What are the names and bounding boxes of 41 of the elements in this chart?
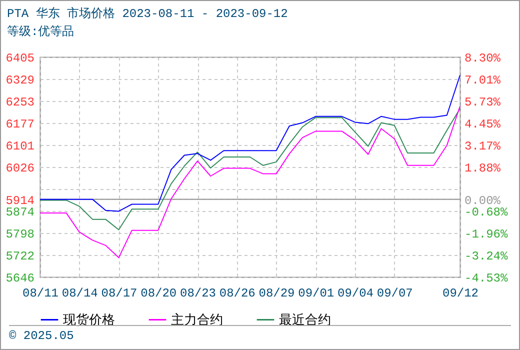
y2-tick-label: 1.88%: [464, 162, 502, 176]
x-tick-label: 09/12: [442, 286, 479, 300]
y-tick-label: 6101: [6, 140, 34, 154]
x-tick-label: 08/14: [62, 286, 98, 300]
y-tick-label: 5914: [6, 194, 34, 208]
chart-subtitle: 等级:优等品: [7, 24, 76, 41]
y-tick-label: 6253: [6, 96, 34, 110]
x-tick-label: 08/26: [219, 286, 256, 300]
x-tick-label: 08/11: [22, 286, 59, 300]
y-tick-label: 6405: [6, 52, 34, 66]
y2-tick-label: 8.30%: [464, 52, 502, 66]
y2-tick-label: 0.00%: [464, 194, 502, 208]
y-tick-label: 6177: [6, 118, 34, 132]
x-tick-label: 09/04: [337, 286, 374, 300]
chart-title: PTA 华东 市场价格 2023-08-11 - 2023-09-12: [7, 6, 288, 23]
y2-tick-label: -3.24%: [464, 249, 509, 264]
y-tick-label: 5722: [6, 249, 34, 264]
y-tick-label: 5646: [6, 272, 34, 286]
line-series: [40, 108, 460, 230]
y2-tick-label: 3.17%: [464, 139, 502, 154]
y2-tick-label: -4.53%: [464, 272, 509, 286]
y2-tick-label: 7.01%: [464, 74, 502, 88]
legend-label: 最近合约: [279, 312, 331, 328]
y2-tick-label: 5.73%: [464, 96, 502, 110]
x-tick-label: 08/17: [101, 286, 138, 300]
legend-label: 主力合约: [171, 312, 223, 328]
y-tick-label: 5798: [6, 227, 34, 242]
x-tick-label: 09/01: [298, 286, 334, 300]
x-tick-label: 08/23: [180, 286, 216, 300]
y2-tick-label: -0.68%: [464, 205, 509, 220]
x-tick-label: 09/07: [376, 286, 413, 300]
line-series: [40, 106, 460, 258]
y-tick-label: 5874: [6, 205, 34, 220]
text: © 2025.05: [9, 329, 74, 343]
y2-tick-label: 4.45%: [464, 118, 502, 132]
y2-tick-label: -1.96%: [464, 227, 509, 242]
x-tick-label: 08/29: [258, 286, 295, 300]
x-tick-label: 08/20: [140, 286, 177, 300]
y-tick-label: 6026: [6, 161, 34, 176]
y-tick-label: 6329: [6, 74, 34, 88]
line-series: [40, 74, 460, 212]
